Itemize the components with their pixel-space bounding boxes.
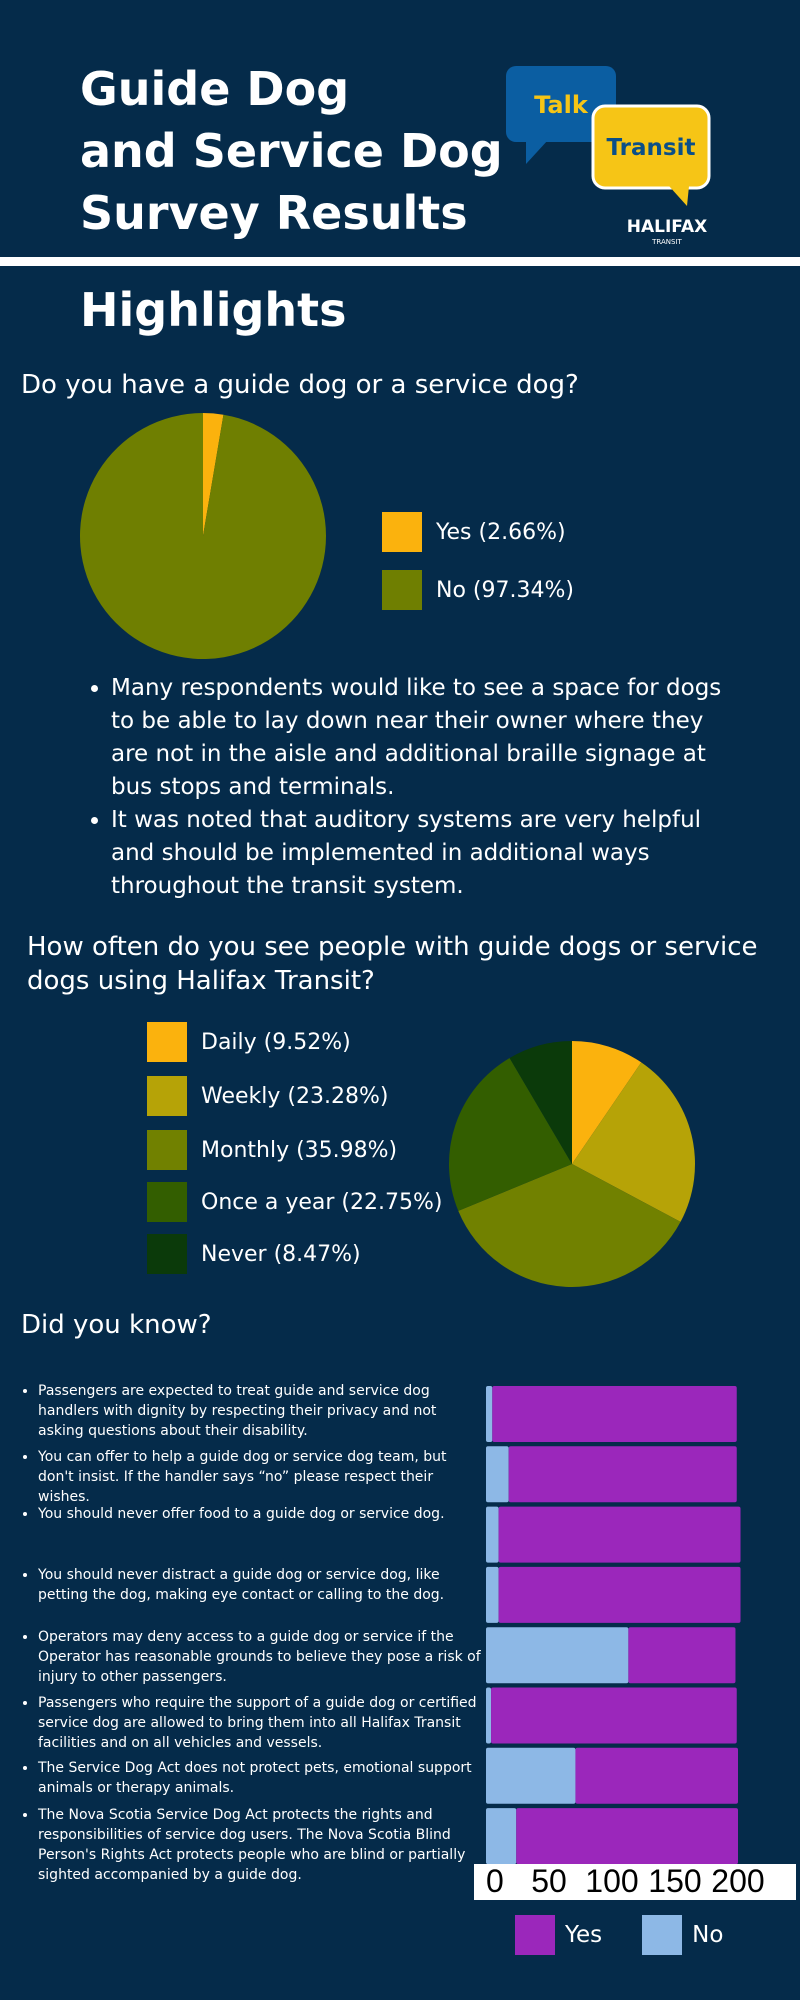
legend-swatch (147, 1182, 187, 1222)
highlight-bullets: Many respondents would like to see a spa… (89, 672, 729, 903)
legend-swatch (382, 570, 422, 610)
fact-text: You should never distract a guide dog or… (38, 1565, 484, 1605)
transit-bubble-icon: Transit (591, 104, 711, 206)
bullet-item: It was noted that auditory systems are v… (111, 804, 729, 903)
pie-slice (458, 1164, 681, 1287)
fact-text: You should never offer food to a guide d… (38, 1504, 484, 1524)
legend-swatch (642, 1915, 683, 1955)
page-title: Guide Dog and Service Dog Survey Results (80, 58, 503, 244)
pie-slice (572, 1062, 695, 1222)
legend-label: Daily (9.52%) (201, 1029, 351, 1055)
legend-item-yes: Yes (2.66%) (382, 512, 566, 552)
bar-segment-no (486, 1808, 517, 1865)
legend-swatch (147, 1130, 187, 1170)
fact-text: Operators may deny access to a guide dog… (38, 1627, 484, 1687)
legend-label: No (692, 1922, 724, 1948)
title-line: Guide Dog (80, 62, 350, 116)
legend-item-never: Never (8.47%) (147, 1234, 361, 1274)
legend-item-daily: Daily (9.52%) (147, 1022, 351, 1062)
pie-slice (509, 1041, 572, 1164)
fact-text: The Nova Scotia Service Dog Act protects… (38, 1805, 484, 1885)
talk-transit-logo: Talk Transit HALIFAX TRANSIT (504, 66, 724, 246)
bar-segment-no (486, 1687, 492, 1744)
legend-swatch (147, 1022, 187, 1062)
talk-bubble-icon: Talk (506, 66, 616, 164)
bar-segment-no (486, 1627, 629, 1684)
pie-slice (80, 413, 326, 659)
fact-item: The Service Dog Act does not protect pet… (24, 1758, 484, 1798)
bar-segment-no (486, 1566, 499, 1623)
legend-item-no: No (97.34%) (382, 570, 574, 610)
logo-talk-text: Talk (534, 91, 589, 119)
fact-item: Passengers are expected to treat guide a… (24, 1381, 484, 1441)
bar-segment-yes (575, 1747, 738, 1804)
x-tick-label: 100 (585, 1863, 638, 1899)
bullet-item: Many respondents would like to see a spa… (111, 672, 729, 804)
pie-slice (572, 1041, 642, 1164)
legend-label: Yes (565, 1922, 603, 1948)
x-tick-label: 50 (531, 1863, 567, 1899)
legend-item-weekly: Weekly (23.28%) (147, 1076, 388, 1116)
frequency-pie-chart (449, 1041, 695, 1287)
fact-item: Operators may deny access to a guide dog… (24, 1627, 484, 1687)
legend-swatch (515, 1915, 555, 1955)
fact-text: Passengers are expected to treat guide a… (38, 1381, 484, 1441)
x-axis-band (474, 1864, 796, 1900)
bar-segment-yes (628, 1627, 736, 1684)
x-tick-label: 200 (711, 1863, 764, 1899)
x-tick-label: 150 (648, 1863, 701, 1899)
legend-label: Weekly (23.28%) (201, 1083, 389, 1109)
pie-slice (203, 413, 224, 536)
legend-item-once-a-year: Once a year (22.75%) (147, 1182, 442, 1222)
legend-swatch (147, 1234, 187, 1274)
legend-label: Monthly (35.98%) (201, 1137, 398, 1163)
bar-chart-legend: Yes No (515, 1915, 763, 1955)
ownership-pie-chart (80, 413, 326, 659)
highlights-heading: Highlights (80, 283, 347, 337)
bar-segment-no (486, 1747, 576, 1804)
fact-item: The Nova Scotia Service Dog Act protects… (24, 1805, 484, 1885)
fact-text: The Service Dog Act does not protect pet… (38, 1758, 484, 1798)
fact-item: You should never distract a guide dog or… (24, 1565, 484, 1605)
title-line: Survey Results (80, 186, 468, 240)
question-frequency: How often do you see people with guide d… (27, 932, 758, 996)
legend-label: Never (8.47%) (201, 1241, 361, 1267)
pie-slice (449, 1058, 572, 1211)
bar-segment-yes (491, 1687, 737, 1744)
title-line: and Service Dog (80, 124, 503, 178)
bar-segment-no (486, 1386, 493, 1442)
legend-swatch (382, 512, 422, 552)
bar-segment-yes (508, 1446, 737, 1503)
bar-segment-yes (516, 1808, 738, 1865)
legend-item-monthly: Monthly (35.98%) (147, 1130, 397, 1170)
legend-label: No (97.34%) (436, 577, 574, 603)
fact-item: Passengers who require the support of a … (24, 1693, 484, 1753)
did-you-know-bar-chart: 0 50 100 150 200 (474, 1386, 796, 1900)
legend-label: Yes (2.66%) (436, 519, 566, 545)
fact-item: You should never offer food to a guide d… (24, 1504, 484, 1524)
bar-segment-yes (498, 1506, 741, 1563)
bar-segment-yes (492, 1386, 737, 1442)
legend-label: Once a year (22.75%) (201, 1189, 443, 1215)
header-divider (0, 257, 800, 266)
fact-text: You can offer to help a guide dog or ser… (38, 1447, 484, 1507)
legend-swatch (147, 1076, 187, 1116)
logo-brand-text: HALIFAX (627, 217, 707, 237)
x-tick-label: 0 (486, 1863, 504, 1899)
bar-segment-yes (498, 1566, 741, 1623)
logo-brand-sub-text: TRANSIT (651, 238, 682, 246)
fact-text: Passengers who require the support of a … (38, 1693, 484, 1753)
fact-item: You can offer to help a guide dog or ser… (24, 1447, 484, 1507)
bar-segment-no (486, 1506, 499, 1563)
question-guide-dog-ownership: Do you have a guide dog or a service dog… (21, 370, 579, 400)
logo-transit-text: Transit (607, 135, 696, 161)
bar-segment-no (486, 1446, 509, 1503)
did-you-know-heading: Did you know? (21, 1310, 212, 1340)
